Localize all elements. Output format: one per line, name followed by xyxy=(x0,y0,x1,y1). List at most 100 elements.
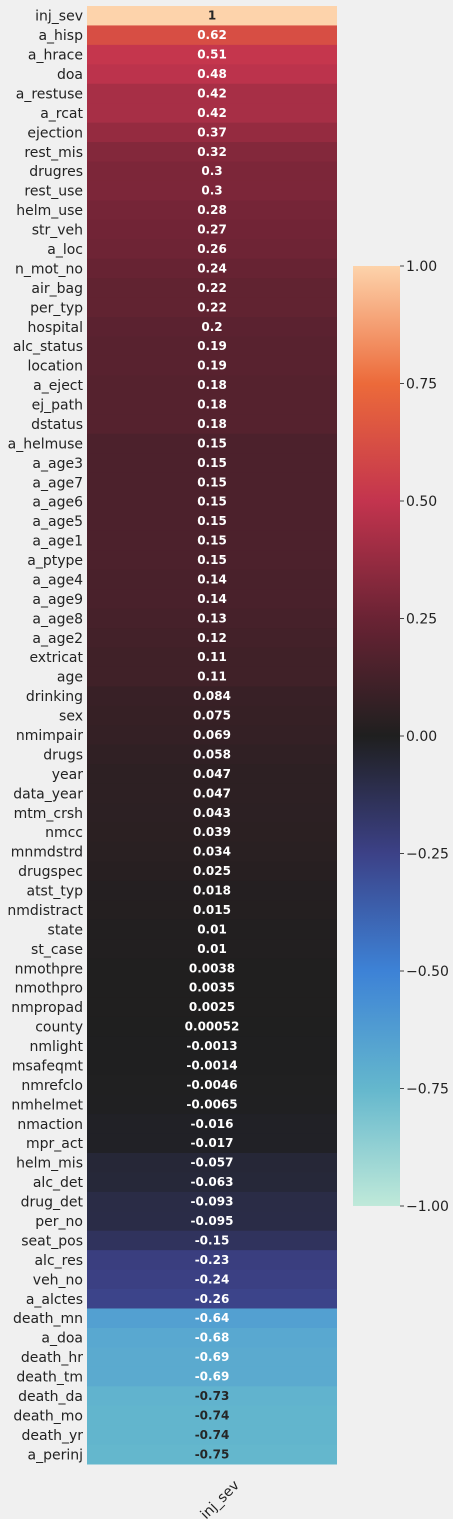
cell-value-label: 0.015 xyxy=(193,903,231,917)
cell-value-label: 0.01 xyxy=(197,942,227,956)
row-label: nmdistract xyxy=(7,903,83,919)
cell-value-label: 0.15 xyxy=(197,456,227,470)
row-label: a_age7 xyxy=(32,475,83,491)
row-label: a_age2 xyxy=(32,631,83,647)
heatmap-cell-drugspec xyxy=(87,861,337,882)
heatmap-cell-veh_no xyxy=(87,1269,337,1290)
row-label: air_bag xyxy=(31,281,83,297)
row-label: a_age3 xyxy=(32,456,83,472)
row-label: a_restuse xyxy=(16,86,83,102)
heatmap-cell-death_mn xyxy=(87,1308,337,1329)
cell-value-label: -0.23 xyxy=(195,1253,230,1267)
row-label: a_helmuse xyxy=(8,436,83,452)
row-label: a_age8 xyxy=(32,611,83,627)
heatmap-cell-a_eject xyxy=(87,375,337,396)
cell-value-label: -0.057 xyxy=(191,1156,234,1170)
cell-value-label: 0.18 xyxy=(197,398,227,412)
cell-value-label: -0.64 xyxy=(195,1311,230,1325)
row-label: a_age5 xyxy=(32,514,83,530)
colorbar-tick-label: 0.25 xyxy=(406,612,437,628)
cell-value-label: -0.095 xyxy=(191,1214,234,1228)
heatmap-cell-age xyxy=(87,666,337,687)
heatmap-cell-hospital xyxy=(87,317,337,337)
row-label: hospital xyxy=(28,320,83,336)
row-label: alc_status xyxy=(13,339,83,355)
cell-value-label: -0.063 xyxy=(191,1175,234,1189)
heatmap-cell-ej_path xyxy=(87,394,337,415)
cell-value-label: 0.24 xyxy=(197,261,227,275)
cell-value-label: 0.15 xyxy=(197,495,227,509)
heatmap-cell-a_age9 xyxy=(87,589,337,610)
cell-value-label: 0.22 xyxy=(197,281,227,295)
cell-value-label: -0.75 xyxy=(195,1447,230,1461)
heatmap-cell-death_mo xyxy=(87,1405,337,1426)
cell-value-label: 0.034 xyxy=(193,845,231,859)
row-label: nmothpro xyxy=(15,981,83,997)
heatmap-cell-mnmdstrd xyxy=(87,841,337,862)
row-label: a_rcat xyxy=(40,106,83,122)
heatmap-cell-doa xyxy=(87,64,337,85)
heatmap-cell-a_loc xyxy=(87,239,337,260)
cell-value-label: 0.26 xyxy=(197,242,227,256)
cell-value-label: -0.0014 xyxy=(186,1058,237,1072)
heatmap-cell-nmothpro xyxy=(87,978,337,998)
heatmap-cell-extricat xyxy=(87,647,337,668)
row-label: helm_mis xyxy=(16,1156,83,1172)
heatmap-cell-death_tm xyxy=(87,1366,337,1387)
cell-value-label: 0.42 xyxy=(197,106,227,120)
cell-value-label: 0.13 xyxy=(197,611,227,625)
cell-value-label: 0.27 xyxy=(197,223,227,237)
heatmap-cell-a_restuse xyxy=(87,83,337,104)
cell-value-label: -0.68 xyxy=(195,1331,230,1345)
cell-value-label: 0.19 xyxy=(197,339,227,353)
row-label: veh_no xyxy=(33,1272,83,1288)
colorbar: 1.00 0.75 0.50 0.25 0.00 −0.25 −0.50 −0.75 −1.00 xyxy=(353,259,449,1215)
cell-value-label: 0.22 xyxy=(197,300,227,314)
heatmap-cell-a_doa xyxy=(87,1327,337,1348)
cell-value-label: 0.15 xyxy=(197,534,227,548)
heatmap-cells: 1 0.62 0.51 0.48 0.42 0.42 0.37 0.32 0.3 0.3 0.28 0… xyxy=(87,6,337,1465)
colorbar-tick-label: −0.75 xyxy=(406,1082,449,1098)
row-label: a_alctes xyxy=(26,1292,83,1308)
row-label: nmhelmet xyxy=(11,1097,83,1113)
cell-value-label: 0.32 xyxy=(197,145,227,159)
row-label: a_hisp xyxy=(38,28,83,44)
row-label: nmpropad xyxy=(11,1000,83,1016)
cell-value-label: 0.2 xyxy=(201,320,222,334)
row-label: mpr_act xyxy=(26,1136,84,1152)
row-label: death_da xyxy=(18,1389,83,1405)
row-label: drugs xyxy=(43,747,83,763)
cell-value-label: -0.74 xyxy=(195,1428,230,1442)
heatmap-cell-seat_pos xyxy=(87,1230,337,1251)
heatmap-cell-ejection xyxy=(87,122,337,143)
heatmap-cell-rest_use xyxy=(87,180,337,201)
heatmap-cell-nmrefclo xyxy=(87,1075,337,1096)
row-label: msafeqmt xyxy=(12,1058,84,1074)
row-label: ejection xyxy=(27,125,83,141)
cell-value-label: 0.069 xyxy=(193,728,231,742)
row-label: nmaction xyxy=(17,1117,83,1133)
heatmap-cell-air_bag xyxy=(87,278,337,299)
cell-value-label: 0.058 xyxy=(193,747,231,761)
column-labels: inj_sev xyxy=(198,1478,243,1519)
row-label: dstatus xyxy=(31,417,83,433)
heatmap-cell-nmhelmet xyxy=(87,1094,337,1115)
row-label: death_hr xyxy=(21,1350,83,1366)
row-label: nmcc xyxy=(45,825,83,841)
row-label: str_veh xyxy=(32,223,83,239)
cell-value-label: 0.047 xyxy=(193,767,231,781)
cell-value-label: -0.016 xyxy=(191,1117,234,1131)
heatmap-cell-helm_use xyxy=(87,200,337,221)
heatmap-cell-mtm_crsh xyxy=(87,803,337,823)
heatmap-cell-drinking xyxy=(87,686,337,707)
row-label: drug_det xyxy=(21,1195,84,1211)
row-label: year xyxy=(52,767,83,783)
colorbar-tick-label: −0.50 xyxy=(406,964,449,980)
cell-value-label: 0.3 xyxy=(201,164,222,178)
heatmap-cell-a_age5 xyxy=(87,511,337,532)
heatmap-cell-a_age3 xyxy=(87,453,337,474)
cell-value-label: 0.15 xyxy=(197,475,227,489)
heatmap-cell-nmimpair xyxy=(87,725,337,746)
